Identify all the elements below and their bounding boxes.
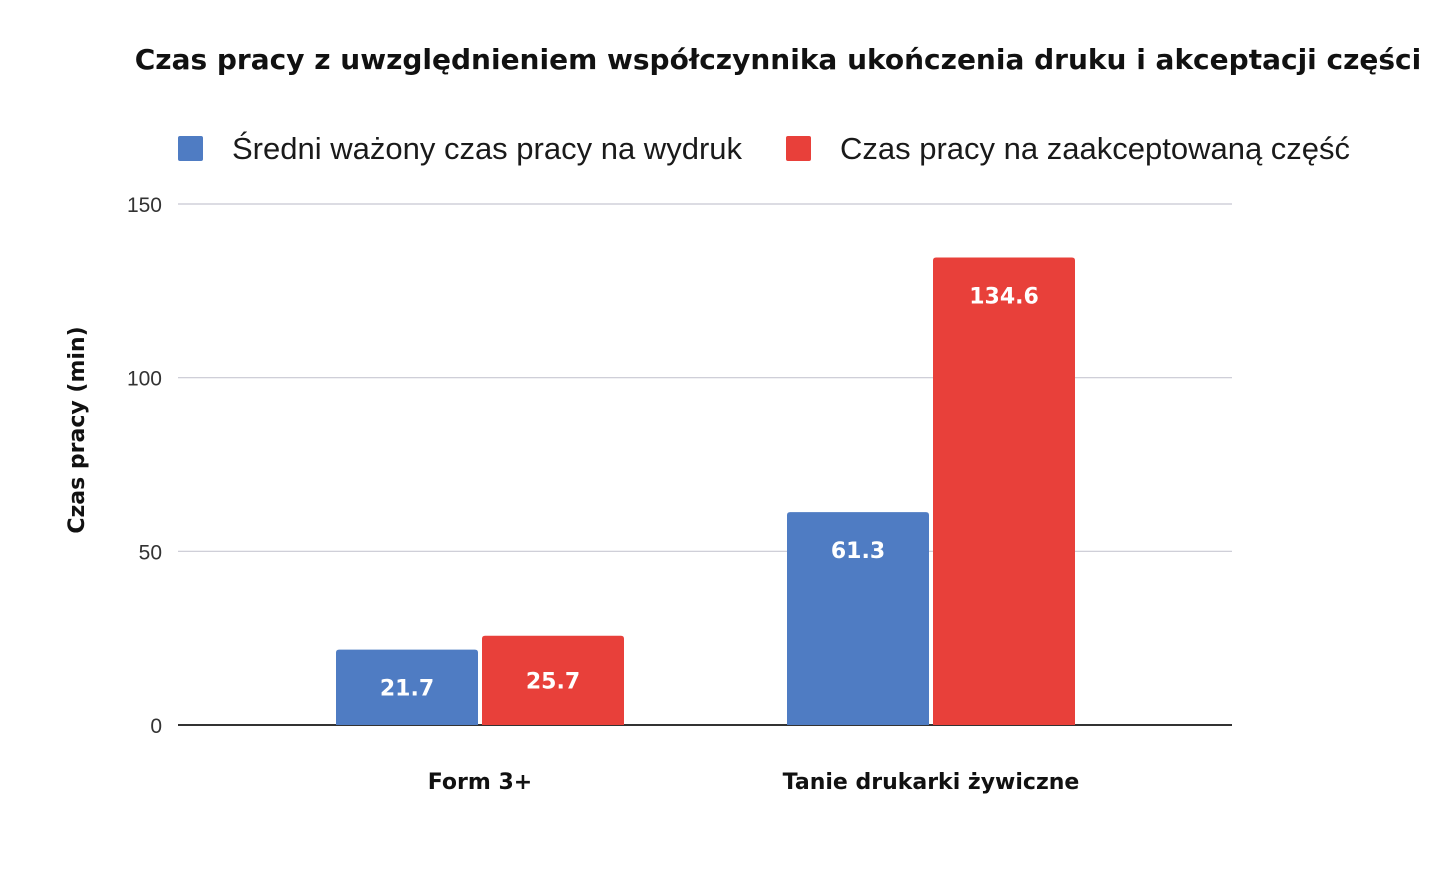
y-tick-label: 100: [127, 368, 162, 391]
bar-1-2: [787, 512, 929, 725]
y-tick-label: 150: [127, 194, 162, 217]
value-labels: 21.7 25.7 61.3 134.6: [380, 284, 1039, 701]
category-label: Tanie drukarki żywiczne: [783, 770, 1080, 795]
legend-label-series-2: Czas pracy na zaakceptowaną część: [840, 131, 1350, 166]
bar-value-label: 61.3: [831, 539, 885, 564]
legend-swatch-series-1: [178, 136, 203, 161]
legend-swatch-series-2: [786, 136, 811, 161]
bar-2-2: [933, 257, 1075, 725]
bar-1-1: [336, 649, 478, 725]
legend: Średni ważony czas pracy na wydruk Czas …: [178, 130, 1350, 166]
x-axis-categories: Form 3+ Tanie drukarki żywiczne: [428, 770, 1080, 795]
y-axis-ticks: 0 50 100 150: [127, 194, 162, 738]
y-axis-label: Czas pracy (min): [65, 326, 90, 533]
bars: [336, 257, 1075, 725]
bar-value-label: 25.7: [526, 669, 580, 694]
legend-label-series-1: Średni ważony czas pracy na wydruk: [232, 130, 743, 166]
bar-2-1: [482, 635, 624, 725]
category-label: Form 3+: [428, 770, 532, 795]
bar-value-label: 21.7: [380, 676, 434, 701]
chart-title: Czas pracy z uwzględnieniem współczynnik…: [135, 43, 1422, 76]
bar-value-label: 134.6: [969, 284, 1039, 309]
y-tick-label: 0: [150, 715, 162, 738]
y-tick-label: 50: [139, 541, 162, 564]
